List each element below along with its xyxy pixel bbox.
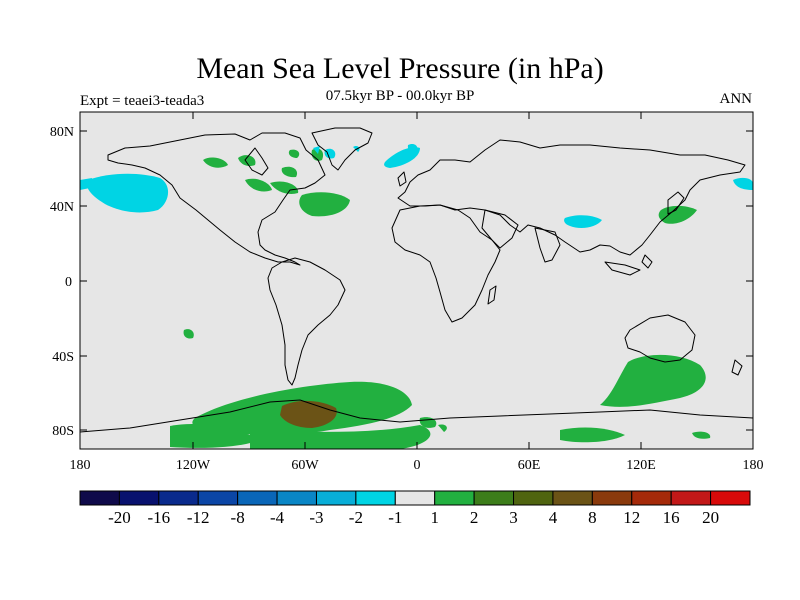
longitude-axis: 180 120W 60W 0 60E 120E 180 [70,112,764,473]
colorbar-swatch [315,490,357,506]
colorbar-swatch [710,490,751,506]
colorbar-swatch [513,490,554,506]
lat-tick-label: 40S [52,350,74,365]
latitude-axis: 80N 40N 0 40S 80S [50,125,753,439]
colorbar-swatch [118,490,160,506]
colorbar-swatch [434,490,475,506]
season-label: ANN [719,91,753,107]
colorbar-swatch [276,490,317,506]
colorbar-label: 8 [588,508,597,527]
lat-tick-label: 0 [65,275,72,290]
colorbar-label: 4 [549,508,558,527]
colorbar-swatch [237,490,278,506]
colorbar-swatch [631,490,672,506]
colorbar-label: -16 [147,508,170,527]
lon-tick-label: 60W [291,458,319,473]
colorbar-swatch [552,490,593,506]
colorbar-label: 12 [623,508,640,527]
colorbar-label: -8 [231,508,245,527]
lon-tick-label: 0 [414,458,421,473]
coastlines [80,127,753,433]
lon-tick-label: 120W [176,458,211,473]
colorbar: -20 -16 -12 -8 -4 -3 -2 -1 1 2 3 4 8 12 16 20 [79,490,751,527]
lon-tick-label: 120E [626,458,656,473]
colorbar-swatch [394,490,436,506]
lat-tick-label: 80N [50,125,74,140]
plot-title: Mean Sea Level Pressure (in hPa) [196,52,604,85]
colorbar-label: 3 [509,508,518,527]
colorbar-label: 16 [663,508,680,527]
colorbar-swatch [473,490,515,506]
lon-tick-label: 180 [70,458,91,473]
lat-tick-label: 40N [50,200,74,215]
lon-tick-label: 180 [743,458,764,473]
lat-tick-label: 80S [52,424,74,439]
colorbar-swatch [158,490,199,506]
map-layers [80,127,753,449]
plot-subtitle: 07.5kyr BP - 00.0kyr BP [325,88,475,104]
colorbar-swatch [197,490,239,506]
colorbar-label: -2 [349,508,363,527]
colorbar-label: 2 [470,508,479,527]
colorbar-label: -3 [309,508,323,527]
colorbar-swatch [79,490,120,506]
lon-tick-label: 60E [518,458,541,473]
colorbar-swatch [670,490,712,506]
colorbar-swatch [355,490,396,506]
colorbar-label: -1 [388,508,402,527]
colorbar-label: 20 [702,508,719,527]
colorbar-label: -4 [270,508,285,527]
colorbar-label: -12 [187,508,210,527]
colorbar-swatch [591,490,633,506]
experiment-label: Expt = teaei3-teada3 [80,93,205,109]
negative-anomaly-regions [80,143,753,228]
colorbar-label: -20 [108,508,131,527]
colorbar-label: 1 [430,508,439,527]
